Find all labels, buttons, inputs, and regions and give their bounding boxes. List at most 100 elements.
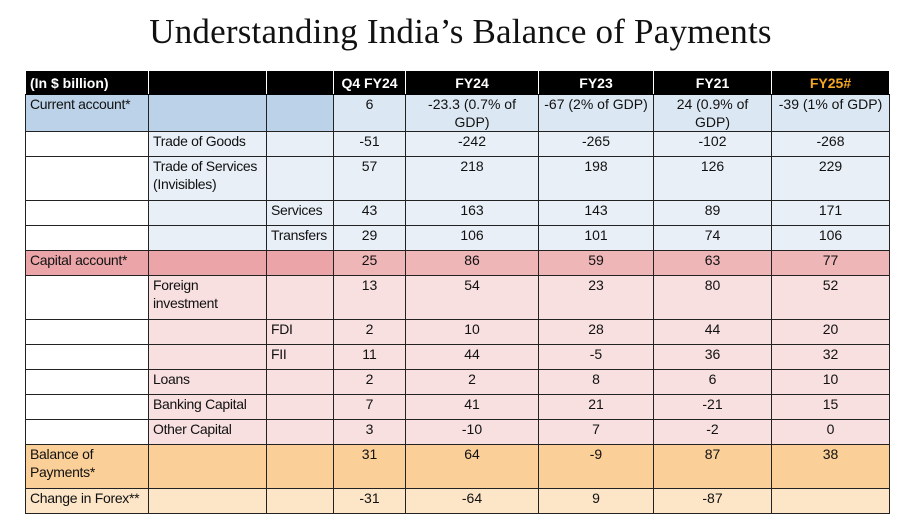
blank-header: [266, 70, 334, 95]
value-cell: 229: [771, 156, 890, 201]
value-cell: -268: [771, 131, 890, 157]
value-cell: -2: [653, 419, 772, 445]
value-cell: -39 (1% of GDP): [771, 94, 890, 132]
table-row: Change in Forex** -31 -64 9 -87: [25, 488, 890, 514]
value-cell: 28: [538, 319, 654, 345]
row-subsublabel: [266, 419, 334, 445]
value-cell: 64: [405, 444, 539, 489]
table-row: Current account* 6 -23.3 (0.7% of GDP) -67 …: [25, 94, 890, 132]
value-cell: 106: [405, 225, 539, 251]
value-cell: -51: [333, 131, 406, 157]
table-row: Other Capital 3 -10 7 -2 0: [25, 419, 890, 445]
value-cell: -5: [538, 344, 654, 370]
table-row: Foreign investment 13 54 23 80 52: [25, 275, 890, 320]
value-cell: 36: [653, 344, 772, 370]
value-cell: 7: [538, 419, 654, 445]
blank-header: [148, 70, 267, 95]
value-cell: 106: [771, 225, 890, 251]
value-cell: 23: [538, 275, 654, 320]
row-sublabel: [148, 225, 267, 251]
table-row: Trade of Services (Invisibles) 57 218 198 12…: [25, 156, 890, 201]
value-cell: 10: [405, 319, 539, 345]
row-sublabel: Banking Capital: [148, 394, 267, 420]
row-subsublabel: [266, 131, 334, 157]
table-row: Trade of Goods -51 -242 -265 -102 -268: [25, 131, 890, 157]
value-cell: -64: [405, 488, 539, 514]
value-cell: 29: [333, 225, 406, 251]
row-label: [25, 344, 149, 370]
value-cell: -21: [653, 394, 772, 420]
table-row: FDI 2 10 28 44 20: [25, 319, 890, 345]
row-label: Capital account*: [25, 250, 149, 276]
table-row: Capital account* 25 86 59 63 77: [25, 250, 890, 276]
value-cell: 8: [538, 369, 654, 395]
table-row: FII 11 44 -5 36 32: [25, 344, 890, 370]
value-cell: -102: [653, 131, 772, 157]
table-row: Transfers 29 106 101 74 106: [25, 225, 890, 251]
row-subsublabel: [266, 94, 334, 132]
value-cell: 52: [771, 275, 890, 320]
value-cell: 2: [405, 369, 539, 395]
row-subsublabel: [266, 444, 334, 489]
value-cell: 198: [538, 156, 654, 201]
value-cell: 13: [333, 275, 406, 320]
row-label: Balance of Payments*: [25, 444, 149, 489]
value-cell: 77: [771, 250, 890, 276]
row-subsublabel: [266, 369, 334, 395]
row-label: [25, 419, 149, 445]
row-sublabel: [148, 344, 267, 370]
table-row: Banking Capital 7 41 21 -21 15: [25, 394, 890, 420]
value-cell: 32: [771, 344, 890, 370]
value-cell: 0: [771, 419, 890, 445]
value-cell: 7: [333, 394, 406, 420]
row-sublabel: [148, 94, 267, 132]
row-sublabel: [148, 250, 267, 276]
row-sublabel: [148, 488, 267, 514]
value-cell: -265: [538, 131, 654, 157]
value-cell: 20: [771, 319, 890, 345]
value-cell: 89: [653, 200, 772, 226]
value-cell: 24 (0.9% of GDP): [653, 94, 772, 132]
row-subsublabel: [266, 394, 334, 420]
row-subsublabel: [266, 488, 334, 514]
column-header: Q4 FY24: [333, 70, 406, 95]
row-sublabel: Foreign investment: [148, 275, 267, 320]
row-sublabel: Loans: [148, 369, 267, 395]
value-cell: 11: [333, 344, 406, 370]
row-sublabel: [148, 444, 267, 489]
value-cell: 6: [653, 369, 772, 395]
column-header: FY23: [538, 70, 654, 95]
value-cell: 38: [771, 444, 890, 489]
table-row: Loans 2 2 8 6 10: [25, 369, 890, 395]
row-sublabel: [148, 319, 267, 345]
value-cell: 44: [653, 319, 772, 345]
row-label: [25, 200, 149, 226]
value-cell: 74: [653, 225, 772, 251]
row-sublabel: Trade of Goods: [148, 131, 267, 157]
row-label: [25, 156, 149, 201]
row-label: [25, 319, 149, 345]
row-label: [25, 131, 149, 157]
row-label: [25, 275, 149, 320]
table-header-row: (In $ billion) Q4 FY24 FY24 FY23 FY21 FY…: [25, 70, 890, 95]
value-cell: 10: [771, 369, 890, 395]
row-label: Change in Forex**: [25, 488, 149, 514]
row-subsublabel: FDI: [266, 319, 334, 345]
value-cell: 3: [333, 419, 406, 445]
value-cell: 143: [538, 200, 654, 226]
table-row: Balance of Payments* 31 64 -9 87 38: [25, 444, 890, 489]
value-cell: 9: [538, 488, 654, 514]
value-cell: -67 (2% of GDP): [538, 94, 654, 132]
value-cell: 41: [405, 394, 539, 420]
value-cell: 163: [405, 200, 539, 226]
balance-of-payments-table: (In $ billion) Q4 FY24 FY24 FY23 FY21 FY…: [25, 70, 890, 514]
value-cell: 87: [653, 444, 772, 489]
column-header: FY24: [405, 70, 539, 95]
value-cell: -9: [538, 444, 654, 489]
value-cell: 25: [333, 250, 406, 276]
value-cell: -87: [653, 488, 772, 514]
value-cell: -10: [405, 419, 539, 445]
value-cell: -31: [333, 488, 406, 514]
unit-header: (In $ billion): [25, 70, 149, 95]
row-sublabel: [148, 200, 267, 226]
